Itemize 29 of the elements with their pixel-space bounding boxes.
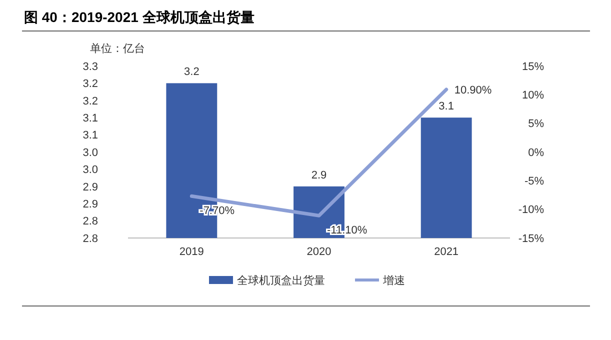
- data-label: 2.9: [311, 169, 327, 182]
- data-label: 3.2: [184, 66, 200, 78]
- y2-tick-label: -5%: [524, 176, 544, 188]
- x-tick-label: 2020: [306, 246, 332, 258]
- y-tick-label: 3.1: [82, 112, 98, 124]
- text: 单位：亿台: [90, 42, 145, 55]
- y-tick-label: 2.9: [82, 198, 98, 210]
- y-tick-label: 3.0: [82, 164, 98, 176]
- y2-tick-label: 10%: [522, 90, 544, 102]
- x-tick-label: 2019: [179, 246, 204, 258]
- y-tick-label: 3.0: [82, 146, 98, 159]
- y-tick-label: 2.9: [82, 181, 98, 194]
- y-tick-label: 3.2: [82, 95, 98, 108]
- chart-title: 图 40：2019-2021 全球机顶盒出货量: [24, 9, 254, 25]
- y2-tick-label: 5%: [528, 118, 544, 130]
- y-tick-label: 3.1: [82, 130, 98, 142]
- data-label: 3.1: [438, 100, 454, 113]
- data-label: 10.90%: [454, 84, 492, 96]
- legend-label: 全球机顶盒出货量: [237, 274, 325, 287]
- y2-tick-label: 15%: [522, 60, 544, 73]
- y-tick-label: 3.2: [82, 78, 98, 90]
- y-tick-label: 2.8: [82, 216, 98, 228]
- x-tick-label: 2021: [434, 246, 459, 258]
- legend-label: 增速: [382, 274, 405, 287]
- y-tick-label: 2.8: [82, 232, 98, 245]
- y2-tick-label: -10%: [518, 204, 544, 216]
- y2-tick-label: 0%: [528, 146, 544, 159]
- y-tick-label: 3.3: [82, 60, 98, 73]
- y2-tick-label: -15%: [518, 232, 544, 245]
